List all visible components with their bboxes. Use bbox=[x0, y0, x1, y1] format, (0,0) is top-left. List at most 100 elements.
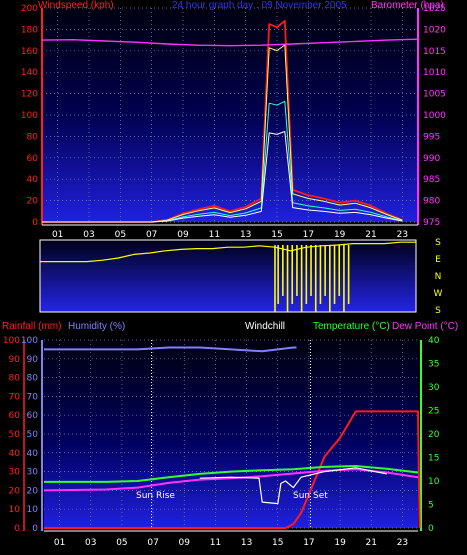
ytick-label-humidity: 30 bbox=[27, 468, 39, 478]
xtick-label: 23 bbox=[397, 538, 408, 548]
ytick-label-wind: 120 bbox=[21, 90, 38, 100]
xtick-label: 19 bbox=[334, 230, 346, 240]
ytick-label-baro: 1010 bbox=[423, 68, 446, 78]
ytick-label-wind: 140 bbox=[21, 68, 38, 78]
ytick-label-rain: 90 bbox=[9, 355, 21, 365]
xtick-label: 11 bbox=[209, 230, 220, 240]
ytick-label-rain: 30 bbox=[9, 468, 21, 478]
xtick-label: 17 bbox=[303, 538, 314, 548]
rainfall-series-line bbox=[44, 410, 421, 529]
ytick-label-baro: 1005 bbox=[423, 90, 446, 100]
ytick-label-wind: 40 bbox=[27, 175, 39, 185]
humidity-axis-title: Humidity (%) bbox=[68, 321, 125, 332]
xtick-label: 09 bbox=[177, 230, 189, 240]
xtick-label: 05 bbox=[116, 538, 127, 548]
xtick-label: 07 bbox=[147, 538, 158, 548]
ytick-label-baro: 1000 bbox=[423, 111, 446, 121]
ytick-label-rain: 20 bbox=[9, 486, 21, 496]
ytick-label-humidity: 40 bbox=[27, 449, 39, 459]
ytick-label-rain: 100 bbox=[3, 336, 20, 346]
ytick-label-wind: 180 bbox=[21, 25, 38, 35]
xtick-label: 13 bbox=[240, 230, 251, 240]
windspeed-axis-title: Windspeed (kph) bbox=[38, 0, 114, 11]
windchill-series-line bbox=[199, 467, 387, 505]
barometer-axis-title: Barometer (hpa) bbox=[371, 0, 444, 11]
xtick-label: 23 bbox=[397, 230, 408, 240]
wind-low-line bbox=[42, 131, 403, 223]
ytick-label-wind: 80 bbox=[27, 132, 39, 142]
barometer-series-line bbox=[41, 38, 419, 47]
ytick-label-wind: 200 bbox=[21, 4, 38, 14]
ytick-label-humidity: 70 bbox=[27, 392, 39, 402]
compass-label: S bbox=[435, 306, 441, 316]
ytick-label-wind: 100 bbox=[21, 111, 38, 121]
wind-min-line bbox=[42, 100, 403, 223]
ytick-label-rain: 50 bbox=[9, 430, 21, 440]
xtick-label: 21 bbox=[365, 230, 376, 240]
ytick-label-humidity: 50 bbox=[27, 430, 39, 440]
xtick-label: 21 bbox=[366, 538, 377, 548]
xtick-label: 07 bbox=[146, 230, 157, 240]
ytick-label-rain: 80 bbox=[9, 374, 21, 384]
xtick-label: 19 bbox=[334, 538, 346, 548]
ytick-label-temp: 20 bbox=[428, 430, 440, 440]
ytick-label-humidity: 10 bbox=[27, 505, 39, 515]
ytick-label-baro: 990 bbox=[423, 154, 440, 164]
xtick-label: 17 bbox=[303, 230, 314, 240]
compass-label: S bbox=[435, 238, 441, 248]
wind-direction-line bbox=[40, 241, 416, 263]
ytick-label-temp: 10 bbox=[428, 477, 440, 487]
xtick-label: 09 bbox=[179, 538, 191, 548]
xtick-label: 15 bbox=[272, 538, 283, 548]
ytick-label-wind: 60 bbox=[27, 154, 39, 164]
ytick-label-humidity: 0 bbox=[32, 524, 38, 534]
ytick-label-rain: 60 bbox=[9, 411, 21, 421]
ytick-label-baro: 980 bbox=[423, 197, 440, 207]
ytick-label-temp: 15 bbox=[428, 454, 439, 464]
ytick-label-humidity: 60 bbox=[27, 411, 39, 421]
ytick-label-humidity: 100 bbox=[21, 336, 38, 346]
ytick-label-rain: 0 bbox=[14, 524, 20, 534]
ytick-label-temp: 35 bbox=[428, 360, 439, 370]
rainfall-axis-title: Rainfall (mm) bbox=[2, 321, 61, 332]
compass-label: N bbox=[435, 272, 442, 282]
sunset-annotation: Sun Set bbox=[293, 491, 328, 501]
ytick-label-rain: 40 bbox=[9, 449, 21, 459]
ytick-label-baro: 1020 bbox=[423, 25, 446, 35]
xtick-label: 11 bbox=[210, 538, 221, 548]
compass-label: W bbox=[434, 289, 443, 299]
ytick-label-rain: 70 bbox=[9, 392, 21, 402]
ytick-label-temp: 25 bbox=[428, 407, 439, 417]
wind-direction-plot-area bbox=[39, 239, 417, 313]
ytick-label-temp: 5 bbox=[428, 501, 434, 511]
xtick-label: 01 bbox=[52, 230, 63, 240]
xtick-label: 03 bbox=[83, 230, 94, 240]
compass-label: E bbox=[435, 255, 441, 265]
ytick-label-humidity: 90 bbox=[27, 355, 39, 365]
ytick-label-humidity: 80 bbox=[27, 374, 39, 384]
ytick-label-wind: 0 bbox=[32, 218, 38, 228]
weather-plot-area bbox=[44, 340, 418, 528]
ytick-label-baro: 1025 bbox=[423, 4, 446, 14]
ytick-label-baro: 1015 bbox=[423, 47, 446, 57]
xtick-label: 01 bbox=[54, 538, 65, 548]
ytick-label-temp: 30 bbox=[428, 383, 440, 393]
xtick-label: 03 bbox=[85, 538, 96, 548]
temperature-series-line bbox=[44, 465, 419, 483]
dewpoint-axis-title: Dew Point (°C) bbox=[392, 321, 458, 332]
windchill-label: Windchill bbox=[245, 321, 285, 332]
temperature-axis-title: Temperature (°C) bbox=[313, 321, 390, 332]
xtick-label: 13 bbox=[241, 538, 252, 548]
ytick-label-baro: 985 bbox=[423, 175, 440, 185]
wind-series-line bbox=[42, 19, 403, 223]
ytick-label-temp: 40 bbox=[428, 336, 440, 346]
ytick-label-humidity: 20 bbox=[27, 486, 39, 496]
wind-average-line bbox=[42, 44, 403, 223]
humidity-series-line bbox=[44, 346, 297, 353]
sunrise-annotation: Sun Rise bbox=[136, 491, 175, 501]
ytick-label-wind: 160 bbox=[21, 47, 38, 57]
ytick-label-temp: 0 bbox=[428, 524, 434, 534]
ytick-label-rain: 10 bbox=[9, 505, 21, 515]
ytick-label-baro: 995 bbox=[423, 132, 440, 142]
